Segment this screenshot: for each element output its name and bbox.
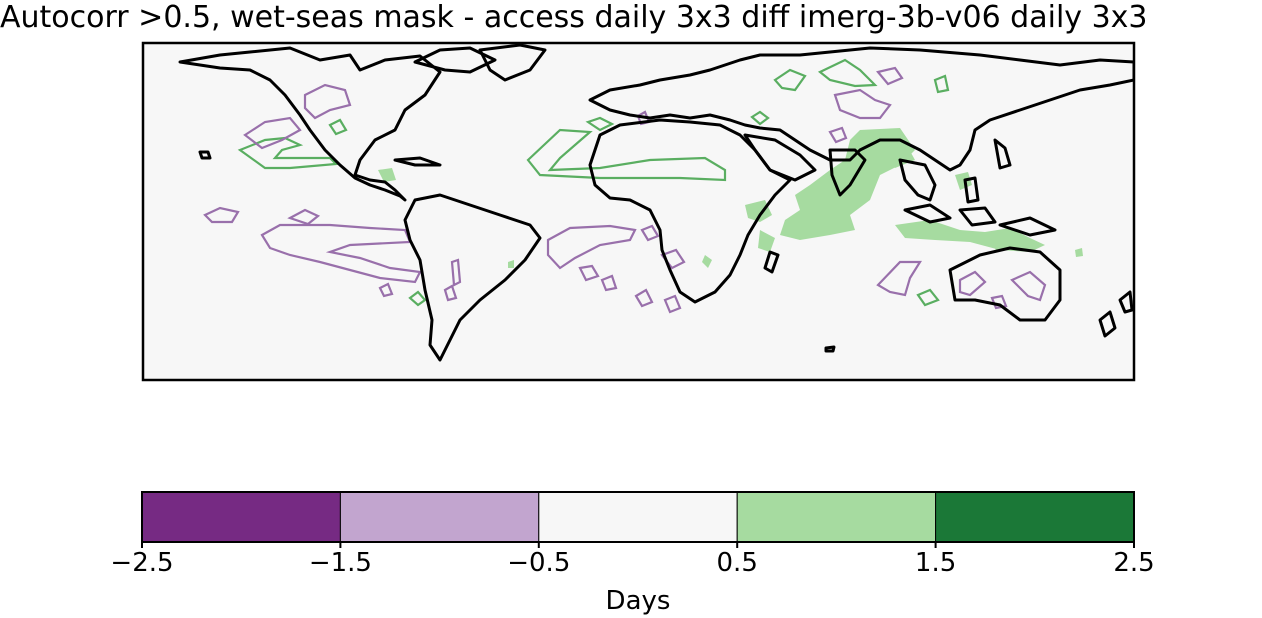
colorbar-bin-1 (339, 491, 540, 543)
colorbar-tick-label: 2.5 (1113, 548, 1155, 578)
colorbar-bin-0 (141, 491, 341, 543)
colorbar (141, 491, 1135, 548)
coastlines (178, 43, 1134, 362)
colorbar-tick-label: −2.5 (110, 548, 174, 578)
colorbar-tick-label: 0.5 (716, 548, 758, 578)
positive-anomaly-fill (378, 128, 1083, 268)
colorbar-frame (141, 491, 1135, 543)
positive-anomaly-contours (237, 58, 950, 307)
figure-title: Autocorr >0.5, wet-seas mask - access da… (0, 0, 1148, 35)
colorbar-bin-2 (538, 491, 738, 543)
colorbar-bin-4 (935, 491, 1135, 543)
colorbar-label: Days (605, 586, 671, 616)
map-panel (141, 41, 1136, 382)
colorbar-bin-3 (736, 491, 937, 543)
ocean-background (143, 43, 1134, 380)
colorbar-tick-label: −1.5 (308, 548, 372, 578)
colorbar-tick-label: −0.5 (507, 548, 571, 578)
colorbar-tick-label: 1.5 (914, 548, 957, 578)
map-frame (141, 41, 1136, 382)
